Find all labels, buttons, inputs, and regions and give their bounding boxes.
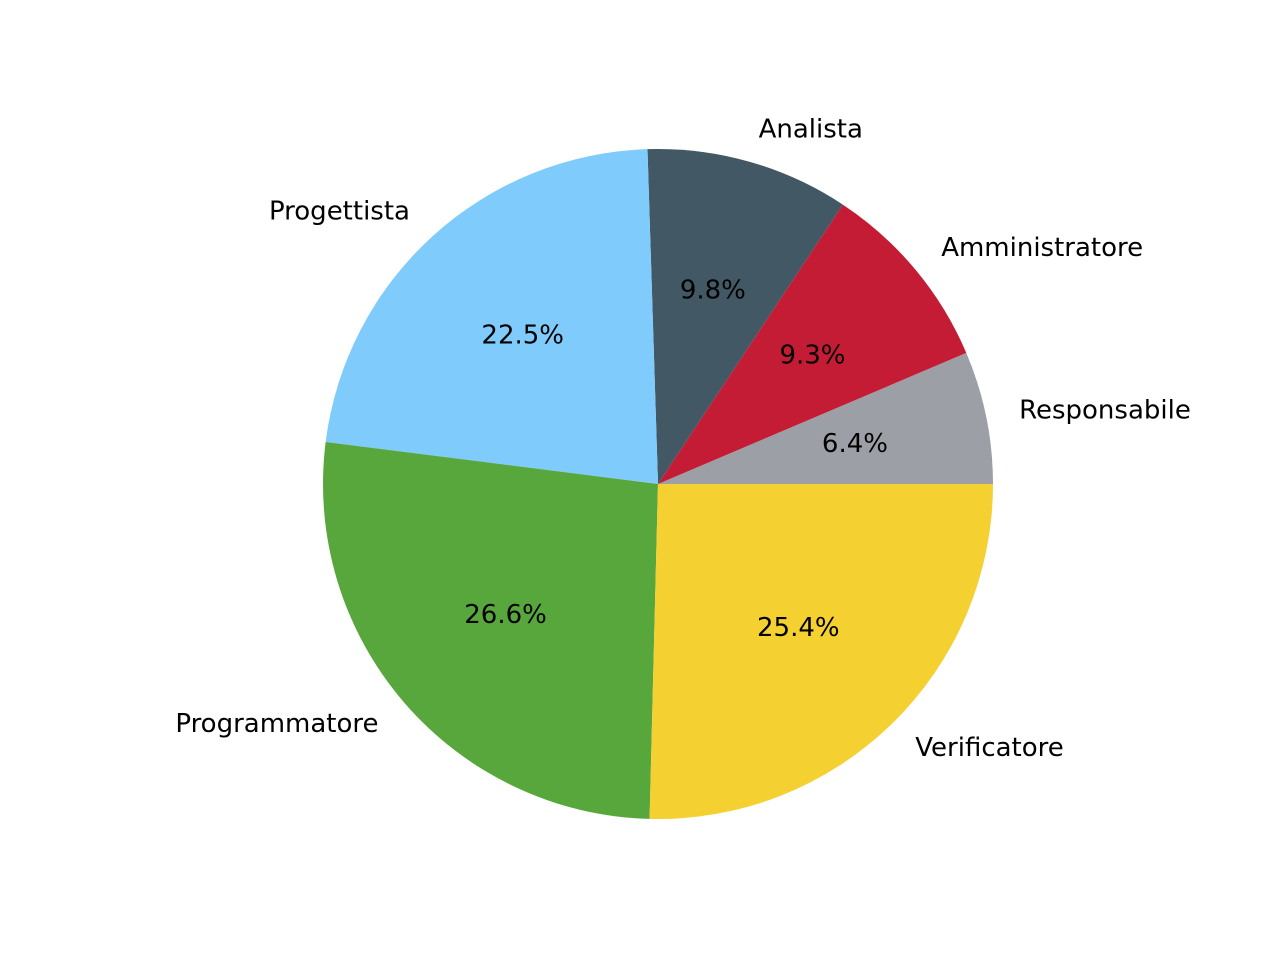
- pie-slice-progettista: [325, 149, 658, 485]
- pie-slices: [323, 149, 993, 819]
- slice-percent-verificatore: 25.4%: [757, 613, 840, 643]
- slice-label-responsabile: Responsabile: [1019, 395, 1191, 425]
- pie-slice-analista: [647, 149, 843, 484]
- pie-slice-amministratore: [658, 204, 967, 484]
- pie-slice-verificatore: [649, 484, 993, 819]
- slice-label-programmatore: Programmatore: [175, 709, 378, 739]
- slice-percent-progettista: 22.5%: [481, 320, 564, 350]
- pie-slice-programmatore: [323, 442, 658, 819]
- slice-percent-analista: 9.8%: [680, 276, 746, 306]
- slice-percent-programmatore: 26.6%: [464, 600, 547, 630]
- slice-percent-amministratore: 9.3%: [779, 340, 845, 370]
- pie-labels: Responsabile 6.4% Amministratore 9.3% Analis…: [175, 114, 1190, 762]
- slice-percent-responsabile: 6.4%: [822, 429, 888, 459]
- pie-slice-responsabile: [658, 352, 993, 484]
- slice-label-amministratore: Amministratore: [941, 233, 1143, 263]
- slice-label-verificatore: Verificatore: [915, 733, 1063, 763]
- slice-label-progettista: Progettista: [269, 196, 410, 226]
- slice-label-analista: Analista: [759, 114, 863, 144]
